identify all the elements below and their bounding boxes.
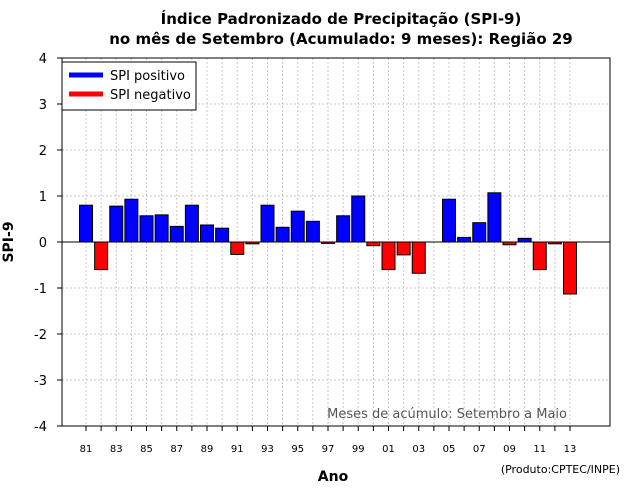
- y-tick-label: 3: [39, 98, 47, 113]
- x-tick-label: 03: [412, 444, 425, 455]
- bars: [79, 192, 577, 295]
- x-tick-label: 89: [201, 444, 214, 455]
- bar-1982: [94, 241, 109, 271]
- x-axis: 81 83 85 87 89 91 93 95 97 99 01 03 05 07 09 11 13: [80, 426, 577, 455]
- bar-1999: [351, 195, 366, 243]
- bar-1986: [154, 214, 169, 243]
- accumulation-annotation: Meses de acúmulo: Setembro a Maio: [327, 407, 567, 422]
- product-credit: (Produto:CPTEC/INPE): [501, 463, 620, 476]
- legend: SPI positivo SPI negativo: [61, 61, 197, 111]
- x-tick-label: 91: [231, 444, 244, 455]
- bar-1995: [290, 210, 305, 243]
- bar-1990: [215, 227, 230, 243]
- y-tick-label: 0: [39, 236, 47, 251]
- bar-2011: [532, 241, 547, 271]
- y-tick-label: -3: [34, 374, 47, 389]
- x-tick-label: 07: [473, 444, 486, 455]
- bar-1988: [184, 204, 199, 243]
- y-axis: -4 -3 -2 -1 0 1 2 3 4: [34, 52, 62, 435]
- x-tick-label: 95: [291, 444, 304, 455]
- x-tick-label: 83: [110, 444, 123, 455]
- x-tick-label: 93: [261, 444, 274, 455]
- bar-1996: [305, 220, 320, 243]
- chart-title-line2: no mês de Setembro (Acumulado: 9 meses):…: [109, 30, 572, 48]
- y-tick-label: 2: [39, 144, 47, 159]
- bar-2007: [472, 222, 487, 243]
- x-tick-label: 85: [140, 444, 153, 455]
- bar-1987: [169, 225, 184, 243]
- bar-1994: [275, 226, 290, 243]
- x-tick-label: 11: [533, 444, 546, 455]
- bar-1985: [139, 215, 154, 243]
- bar-1989: [200, 224, 214, 243]
- bar-2000: [366, 241, 381, 247]
- x-axis-label: Ano: [318, 469, 349, 485]
- x-tick-label: 81: [80, 444, 93, 455]
- y-tick-label: 1: [39, 190, 47, 205]
- x-tick-label: 99: [352, 444, 365, 455]
- y-tick-label: -4: [34, 420, 47, 435]
- bar-1984: [124, 198, 139, 243]
- bar-1991: [230, 241, 245, 255]
- x-tick-label: 87: [170, 444, 183, 455]
- legend-positive-label: SPI positivo: [110, 69, 185, 84]
- x-tick-label: 01: [382, 444, 395, 455]
- bar-1981: [79, 204, 93, 243]
- bar-2002: [396, 241, 411, 256]
- bar-2010: [517, 237, 532, 243]
- x-tick-label: 97: [322, 444, 335, 455]
- bar-2001: [381, 241, 396, 271]
- x-tick-label: 09: [503, 444, 516, 455]
- y-tick-label: -2: [34, 328, 47, 343]
- bar-2008: [487, 192, 502, 243]
- bar-2005: [442, 198, 456, 243]
- bar-1983: [109, 205, 124, 243]
- chart-title-line1: Índice Padronizado de Precipitação (SPI-…: [161, 9, 522, 28]
- y-tick-label: -1: [34, 282, 47, 297]
- y-tick-label: 4: [39, 52, 47, 67]
- bar-2013: [563, 241, 577, 295]
- x-tick-label: 05: [443, 444, 456, 455]
- legend-negative-label: SPI negativo: [110, 88, 191, 103]
- x-tick-label: 13: [564, 444, 577, 455]
- bar-2003: [411, 241, 426, 274]
- bar-2006: [457, 236, 472, 243]
- y-axis-label: SPI-9: [1, 221, 17, 262]
- legend-box: [61, 61, 197, 111]
- bar-1993: [260, 204, 275, 243]
- bar-1998: [336, 215, 351, 243]
